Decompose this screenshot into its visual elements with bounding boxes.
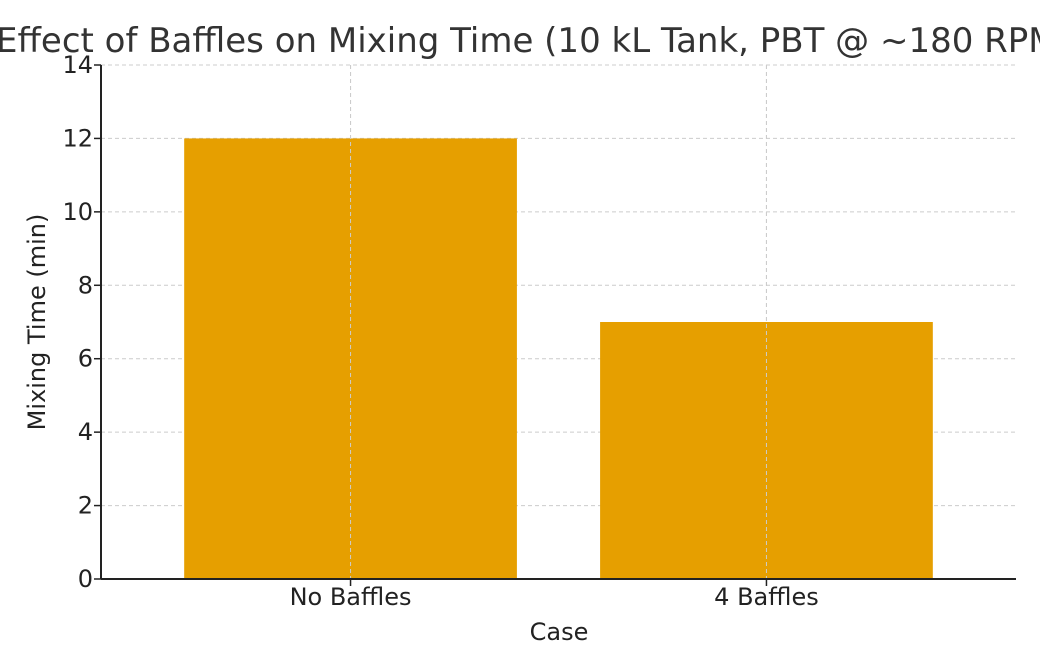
y-axis-ticks: 0 2 4 6 8 10 12 14 [62, 51, 101, 593]
x-axis-label: Case [530, 618, 589, 646]
y-tick-label: 12 [62, 124, 93, 152]
y-tick-label: 2 [78, 492, 93, 520]
bars [184, 65, 933, 579]
y-tick-label: 0 [78, 565, 93, 593]
y-tick-label: 8 [78, 271, 93, 299]
chart-title: Effect of Baffles on Mixing Time (10 kL … [0, 21, 1040, 61]
axes [100, 65, 1016, 580]
y-tick-label: 4 [78, 418, 93, 446]
x-tick-label: No Baffles [290, 583, 412, 611]
y-axis-label: Mixing Time (min) [23, 214, 51, 431]
x-axis-ticks: No Baffles 4 Baffles [290, 579, 819, 611]
y-tick-label: 6 [78, 345, 93, 373]
bar-no-baffles [184, 138, 517, 579]
y-tick-label: 14 [62, 51, 93, 79]
y-tick-label: 10 [62, 198, 93, 226]
x-tick-label: 4 Baffles [714, 583, 819, 611]
